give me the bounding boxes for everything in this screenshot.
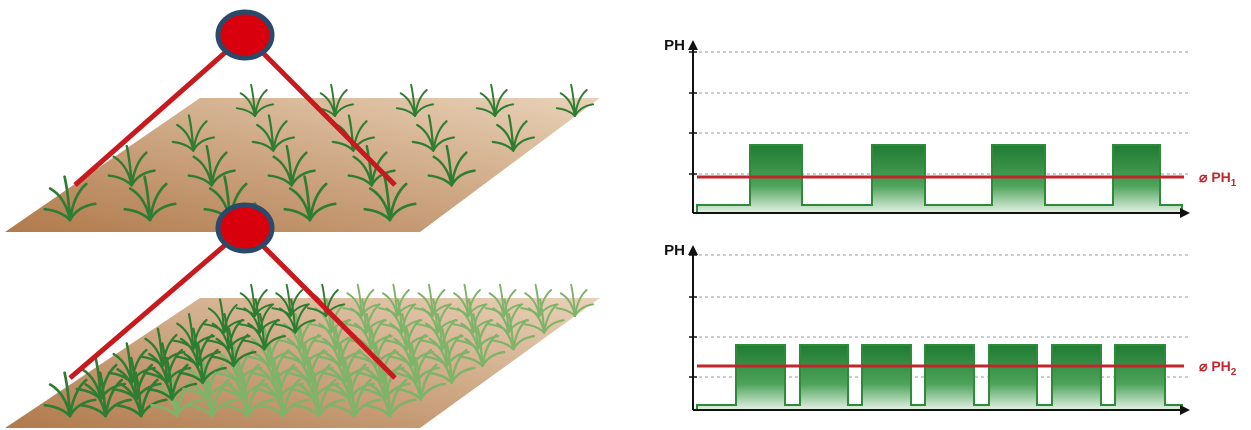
schematic-chart: PH ⌀ PH1 — [664, 37, 1237, 218]
y-axis-label: PH — [664, 37, 685, 54]
x-arrow — [1180, 405, 1190, 415]
schematic-chart: PH ⌀ PH2 — [664, 242, 1237, 415]
y-arrow — [688, 245, 698, 255]
mean-subscript: 1 — [1231, 178, 1237, 189]
y-axis-label: PH — [664, 242, 685, 259]
x-arrow — [1180, 208, 1190, 218]
y-arrow — [688, 40, 698, 50]
mean-label: ⌀ PH1 — [1199, 169, 1237, 189]
mean-subscript: 2 — [1231, 367, 1237, 378]
pulse-signal — [697, 145, 1182, 213]
diagram: PH ⌀ PH1 PH ⌀ PH2 — [0, 0, 1251, 430]
mean-label: ⌀ PH2 — [1199, 358, 1237, 378]
